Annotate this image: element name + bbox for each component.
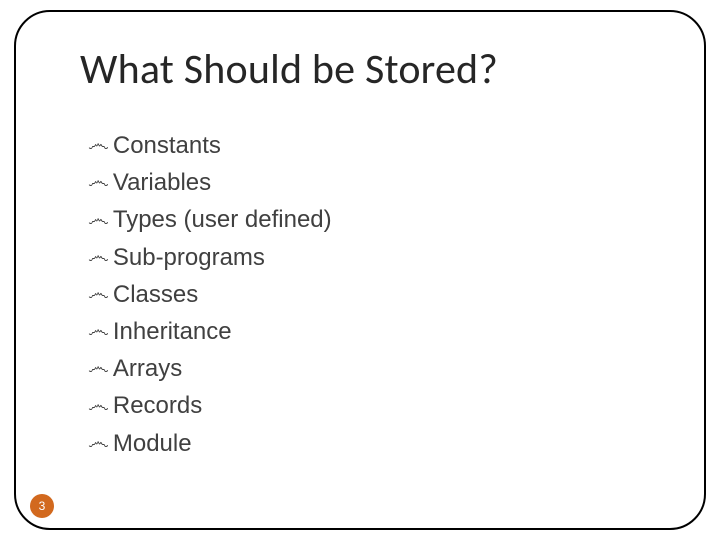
list-item-label: Sub-programs: [113, 242, 265, 273]
list-item-label: Classes: [113, 279, 198, 310]
list-item: ෴ Arrays: [88, 353, 332, 384]
list-item: ෴ Classes: [88, 279, 332, 310]
list-item-label: Inheritance: [113, 316, 232, 347]
slide-title: What Should be Stored?: [80, 44, 498, 95]
bullet-icon: ෴: [88, 316, 109, 345]
list-item-label: Arrays: [113, 353, 182, 384]
slide: What Should be Stored? ෴ Constants ෴ Var…: [0, 0, 720, 540]
bullet-icon: ෴: [88, 205, 109, 234]
bullet-icon: ෴: [88, 428, 109, 457]
list-item: ෴ Constants: [88, 130, 332, 161]
bullet-icon: ෴: [88, 167, 109, 196]
list-item: ෴ Records: [88, 390, 332, 421]
list-item: ෴ Types (user defined): [88, 204, 332, 235]
bullet-list: ෴ Constants ෴ Variables ෴ Types (user de…: [88, 130, 332, 459]
bullet-icon: ෴: [88, 279, 109, 308]
list-item: ෴ Module: [88, 428, 332, 459]
list-item: ෴ Variables: [88, 167, 332, 198]
list-item-label: Variables: [113, 167, 211, 198]
list-item-label: Constants: [113, 130, 221, 161]
list-item-label: Module: [113, 428, 192, 459]
bullet-icon: ෴: [88, 242, 109, 271]
list-item-label: Records: [113, 390, 202, 421]
list-item: ෴ Inheritance: [88, 316, 332, 347]
list-item: ෴ Sub-programs: [88, 242, 332, 273]
page-number: 3: [39, 499, 46, 513]
page-number-badge: 3: [30, 494, 54, 518]
bullet-icon: ෴: [88, 353, 109, 382]
bullet-icon: ෴: [88, 130, 109, 159]
list-item-label: Types (user defined): [113, 204, 332, 235]
bullet-icon: ෴: [88, 391, 109, 420]
